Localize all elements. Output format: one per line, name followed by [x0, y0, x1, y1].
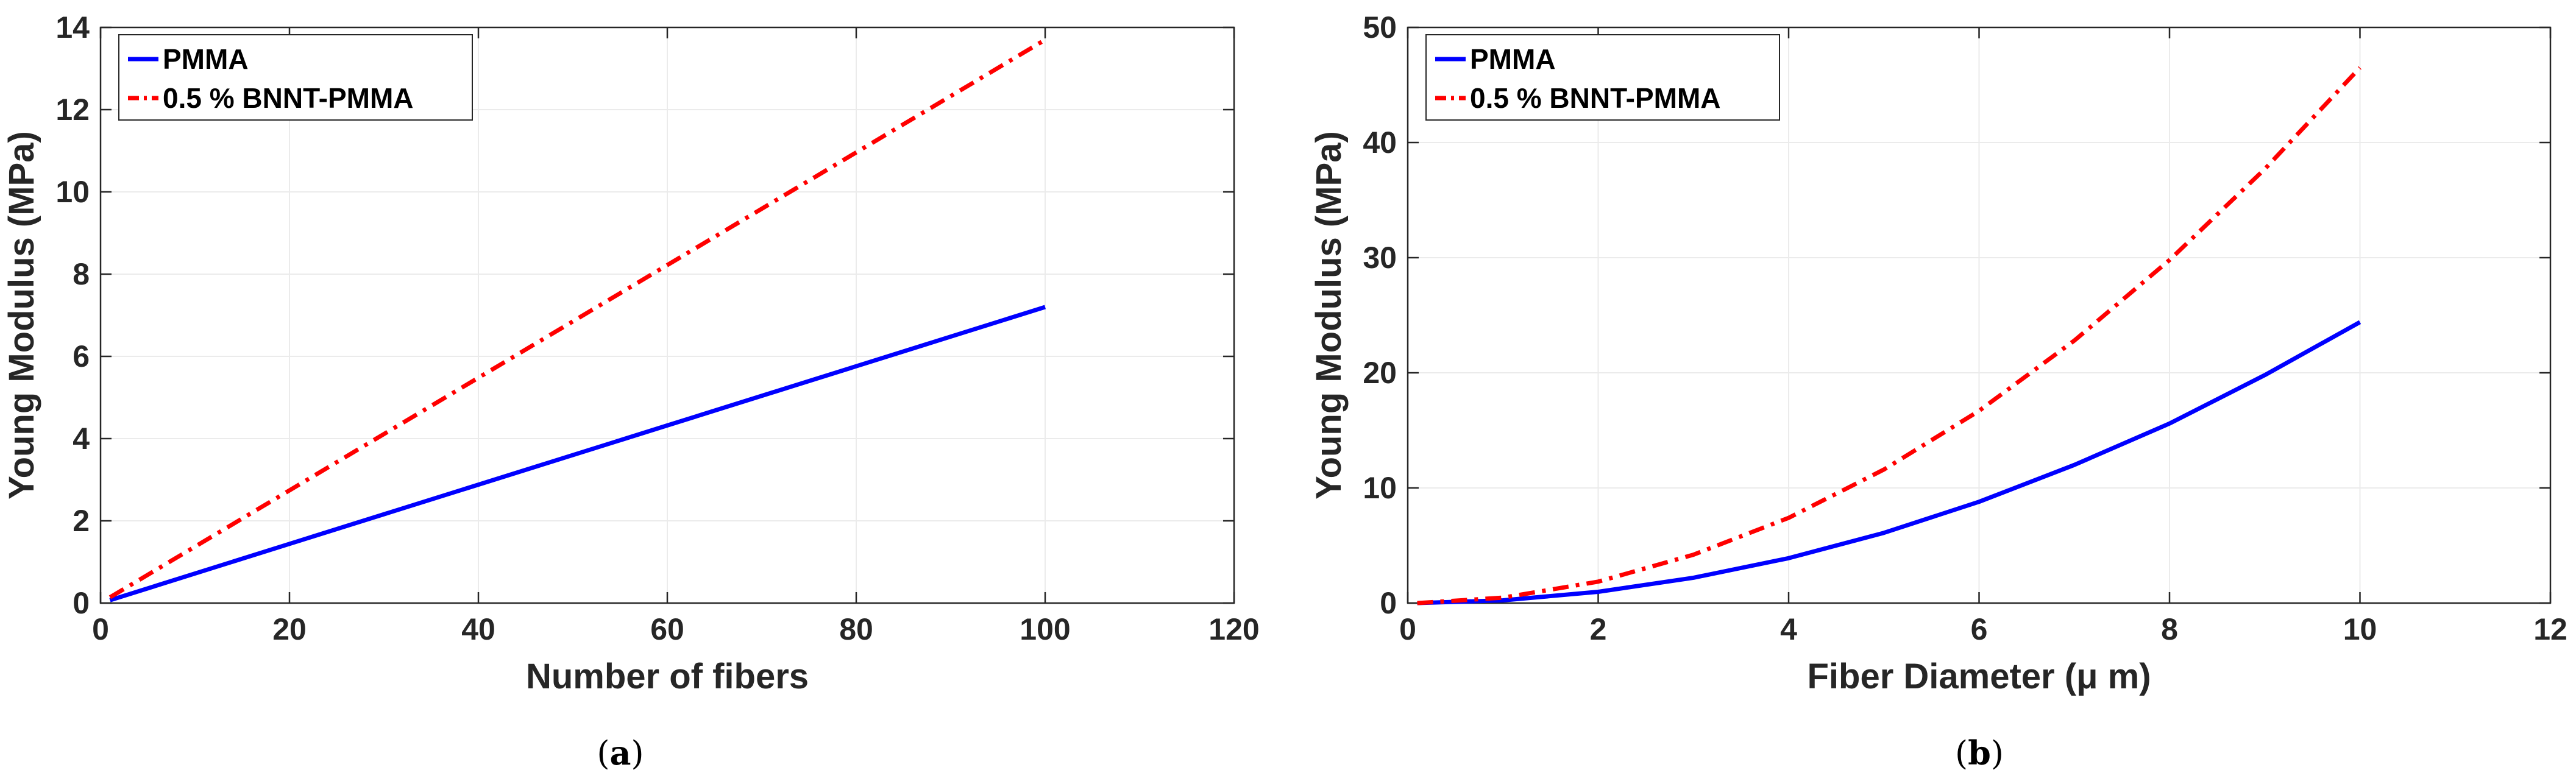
y-tick-label: 12	[55, 93, 90, 127]
y-tick-label: 6	[73, 339, 90, 373]
y-axis-label: Young Modulus (MPa)	[1309, 131, 1349, 500]
legend: PMMA 0.5 % BNNT-PMMA	[118, 34, 473, 121]
y-tick-label: 0	[1380, 586, 1397, 620]
series-line-bnnt-pmma	[108, 38, 1046, 599]
y-tick-label: 50	[1363, 10, 1397, 44]
legend-entry: 0.5 % BNNT-PMMA	[163, 82, 413, 114]
y-tick-label: 8	[73, 257, 90, 291]
legend-box	[118, 34, 473, 121]
y-tick-label: 10	[55, 175, 90, 209]
x-tick-label: 8	[2161, 612, 2178, 646]
series-line-bnnt-pmma	[1417, 66, 2362, 606]
legend-entry: 0.5 % BNNT-PMMA	[1470, 82, 1720, 114]
y-tick-label: 10	[1363, 471, 1397, 505]
chart-panel-a: 0 20 40 60 80 100 120 0 2 4 6 8 10 12 14 Number of fibe…	[2, 10, 1260, 772]
x-tick-label: 60	[650, 612, 684, 646]
x-tick-label: 80	[839, 612, 873, 646]
x-tick-label: 10	[2343, 612, 2377, 646]
x-tick-label: 100	[1020, 612, 1070, 646]
x-tick-label: 2	[1590, 612, 1607, 646]
x-axis-label: Fiber Diameter (μ m)	[1807, 657, 2151, 696]
legend: PMMA 0.5 % BNNT-PMMA	[1425, 34, 1780, 121]
panel-caption-letter: b	[1968, 733, 1991, 772]
x-tick-label: 4	[1780, 612, 1797, 646]
y-tick-label: 2	[73, 504, 90, 538]
y-tick-label: 0	[73, 586, 90, 620]
panel-caption-letter: a	[610, 733, 631, 772]
legend-entry: PMMA	[163, 43, 249, 75]
x-axis-label: Number of fibers	[526, 657, 809, 696]
x-tick-label: 40	[461, 612, 495, 646]
x-tick-label: 0	[1399, 612, 1416, 646]
y-tick-label: 20	[1363, 356, 1397, 390]
panel-caption: (b)	[1955, 733, 2004, 772]
x-tick-label: 6	[1971, 612, 1988, 646]
y-tick-label: 30	[1363, 241, 1397, 275]
legend-entry: PMMA	[1470, 43, 1556, 75]
x-tick-label: 0	[92, 612, 109, 646]
series-line-pmma	[1417, 320, 2361, 606]
x-tick-label: 12	[2533, 612, 2567, 646]
y-tick-label: 14	[55, 10, 90, 44]
y-tick-label: 40	[1363, 125, 1397, 160]
chart-panel-b: 0 2 4 6 8 10 12 0 10 20 30 40 50 Fiber Diameter (μ m)…	[1309, 10, 2567, 772]
y-tick-label: 4	[73, 422, 90, 456]
y-axis-label: Young Modulus (MPa)	[2, 131, 41, 500]
legend-box	[1425, 34, 1780, 121]
x-tick-label: 20	[272, 612, 307, 646]
series-line-pmma	[109, 305, 1046, 602]
x-tick-label: 120	[1208, 612, 1259, 646]
panel-caption: (a)	[597, 733, 644, 772]
